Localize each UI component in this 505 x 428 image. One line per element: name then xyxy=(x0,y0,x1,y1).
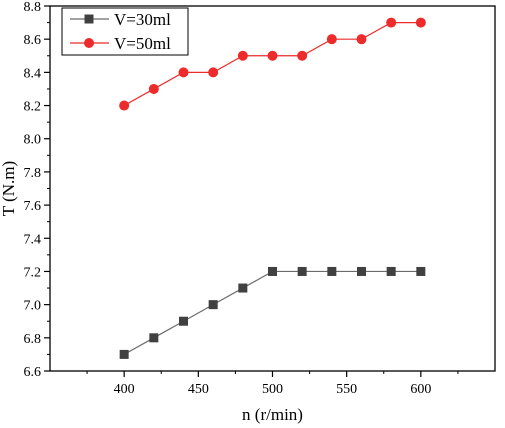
legend-label: V=30ml xyxy=(114,10,171,29)
legend: V=30ml V=50ml xyxy=(61,7,189,56)
data-point xyxy=(208,67,219,78)
y-tick-label: 8.6 xyxy=(24,33,42,48)
legend-label: V=50ml xyxy=(114,34,171,53)
x-axis: 400 450 500 550 600 xyxy=(86,371,459,397)
data-point xyxy=(179,316,188,326)
series-layer xyxy=(119,17,426,359)
data-point xyxy=(178,67,189,78)
y-axis-title: T (N.m) xyxy=(0,161,18,216)
y-tick-label: 7.2 xyxy=(24,265,42,280)
data-point xyxy=(119,100,130,111)
data-point xyxy=(268,266,277,276)
data-point xyxy=(267,50,278,61)
y-tick-label: 7.4 xyxy=(24,232,42,247)
x-tick-label: 450 xyxy=(188,382,209,397)
data-point xyxy=(208,300,218,310)
x-tick-label: 550 xyxy=(336,382,357,397)
x-tick-label: 600 xyxy=(410,382,431,397)
y-tick-label: 7.6 xyxy=(24,199,42,214)
data-point xyxy=(297,50,308,61)
data-point xyxy=(327,266,337,276)
data-point xyxy=(297,266,307,276)
data-point xyxy=(148,83,159,94)
legend-marker xyxy=(84,38,94,48)
y-tick-label: 7.8 xyxy=(24,166,42,181)
legend-item: V=30ml xyxy=(70,10,171,29)
data-point xyxy=(326,34,337,45)
data-point xyxy=(386,266,396,276)
x-tick-label: 400 xyxy=(114,382,135,397)
series-2 xyxy=(119,17,426,111)
data-point xyxy=(386,17,397,28)
y-tick-label: 6.8 xyxy=(24,332,42,347)
legend-marker xyxy=(84,14,94,24)
x-axis-title: n (r/min) xyxy=(242,405,303,424)
series-line xyxy=(123,270,421,355)
x-tick-label: 500 xyxy=(262,382,283,397)
y-axis: 6.6 6.8 7.0 7.2 7.4 7.6 7.8 8.0 8.2 8.4 8.6 8.8 xyxy=(24,0,50,380)
y-tick-label: 8.4 xyxy=(24,66,42,81)
data-point xyxy=(416,266,426,276)
data-point xyxy=(149,333,159,343)
data-point xyxy=(119,349,129,359)
legend-box xyxy=(61,7,189,56)
y-tick-label: 8.8 xyxy=(24,0,42,15)
y-tick-label: 7.0 xyxy=(24,299,42,314)
data-point xyxy=(357,266,366,276)
data-point xyxy=(237,50,248,61)
y-tick-label: 8.2 xyxy=(24,100,42,115)
y-tick-label: 6.6 xyxy=(24,365,42,380)
y-tick-label: 8.0 xyxy=(24,133,42,148)
series-1 xyxy=(119,266,426,359)
data-point xyxy=(415,17,426,28)
legend-item: V=50ml xyxy=(70,34,171,53)
data-point xyxy=(238,283,248,293)
data-point xyxy=(356,34,367,45)
